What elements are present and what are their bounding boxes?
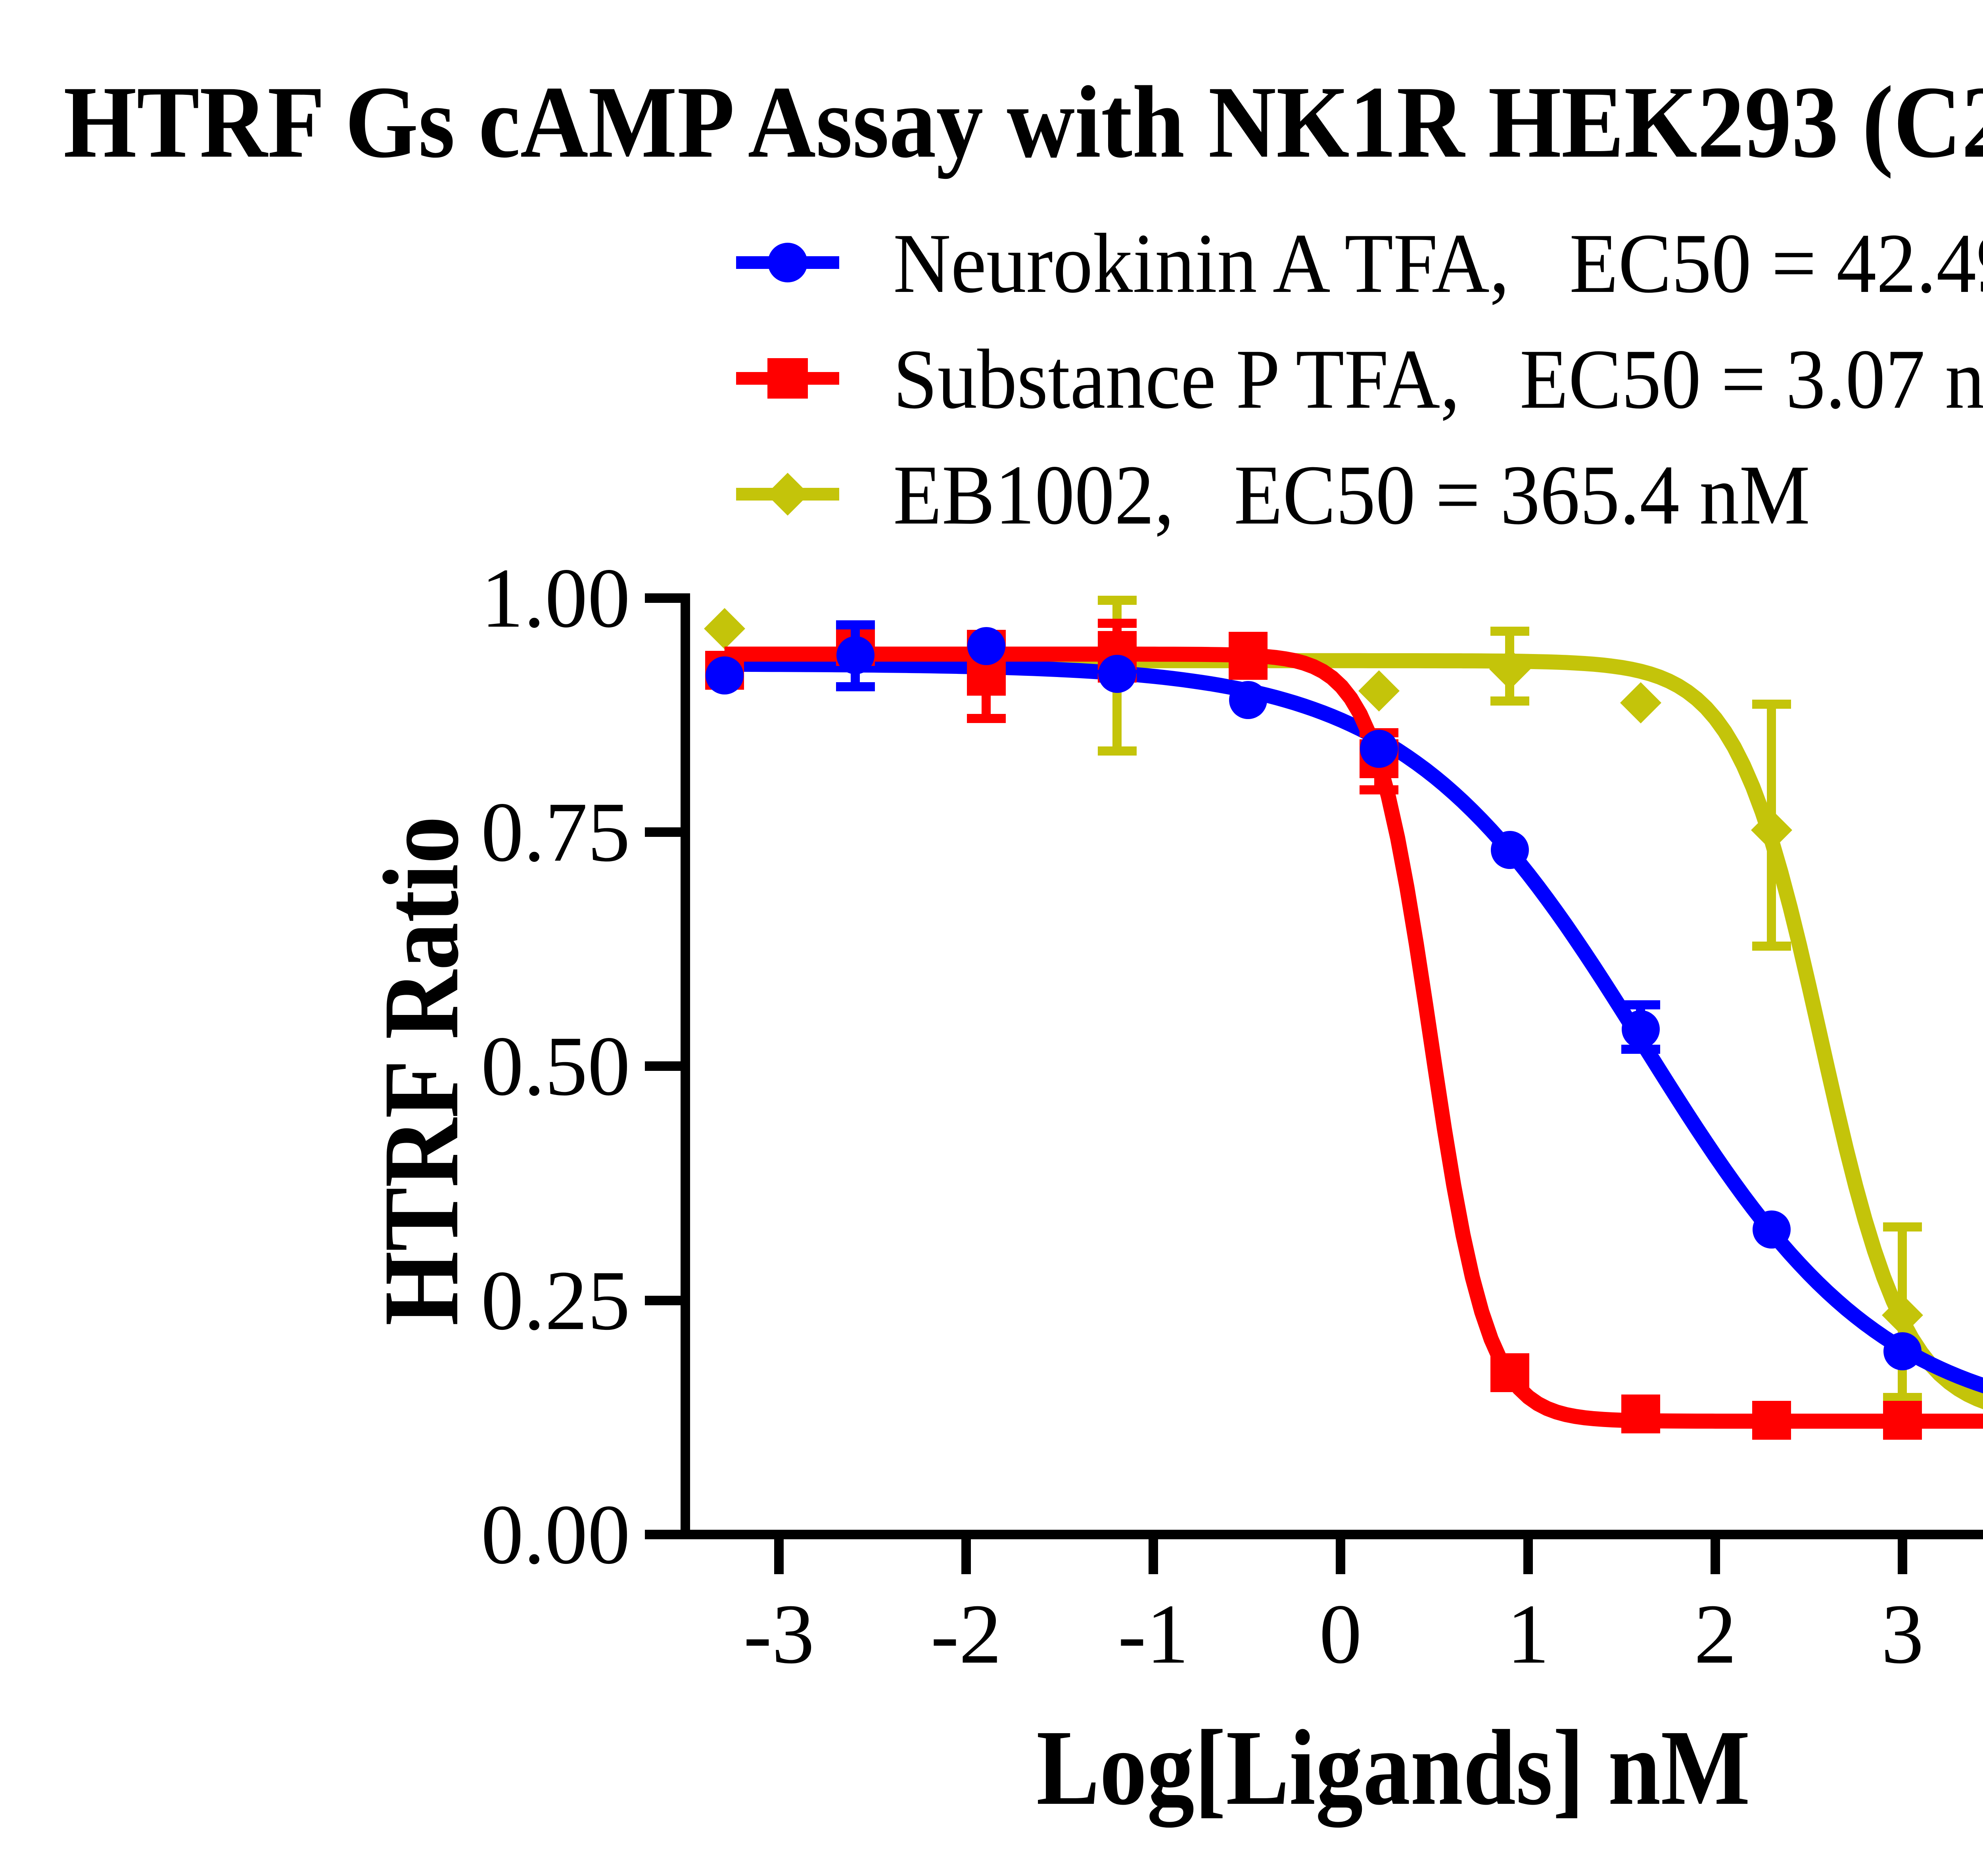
svg-text:0.75: 0.75	[481, 785, 630, 879]
svg-text:Log[Ligands] nM: Log[Ligands] nM	[1036, 1708, 1750, 1829]
svg-text:HTRF Gs cAMP Assay with NK1R H: HTRF Gs cAMP Assay with NK1R HEK293 (C2)…	[63, 65, 1983, 179]
svg-text:0.50: 0.50	[481, 1019, 630, 1113]
svg-text:1: 1	[1507, 1586, 1550, 1681]
svg-text:0: 0	[1319, 1586, 1362, 1681]
svg-text:-1: -1	[1118, 1586, 1189, 1681]
svg-text:3: 3	[1881, 1586, 1924, 1681]
svg-text:Neurokinin A TFA, EC50 = 42.: Neurokinin A TFA, EC50 = 42.49 nM	[893, 216, 1983, 311]
svg-text:2: 2	[1694, 1586, 1737, 1681]
svg-text:EB1002, EC50 = 365.4 nM: EB1002, EC50 = 365.4 nM	[893, 447, 1810, 542]
svg-text:0.25: 0.25	[481, 1253, 630, 1348]
svg-text:0.00: 0.00	[481, 1487, 630, 1582]
svg-text:-3: -3	[743, 1586, 814, 1681]
svg-text:1.00: 1.00	[481, 551, 630, 645]
svg-text:Substance P TFA, EC50 = 3.07: Substance P TFA, EC50 = 3.07 nM	[893, 332, 1983, 426]
svg-text:HTRF Ratio: HTRF Ratio	[361, 816, 481, 1326]
svg-text:-2: -2	[930, 1586, 1001, 1681]
